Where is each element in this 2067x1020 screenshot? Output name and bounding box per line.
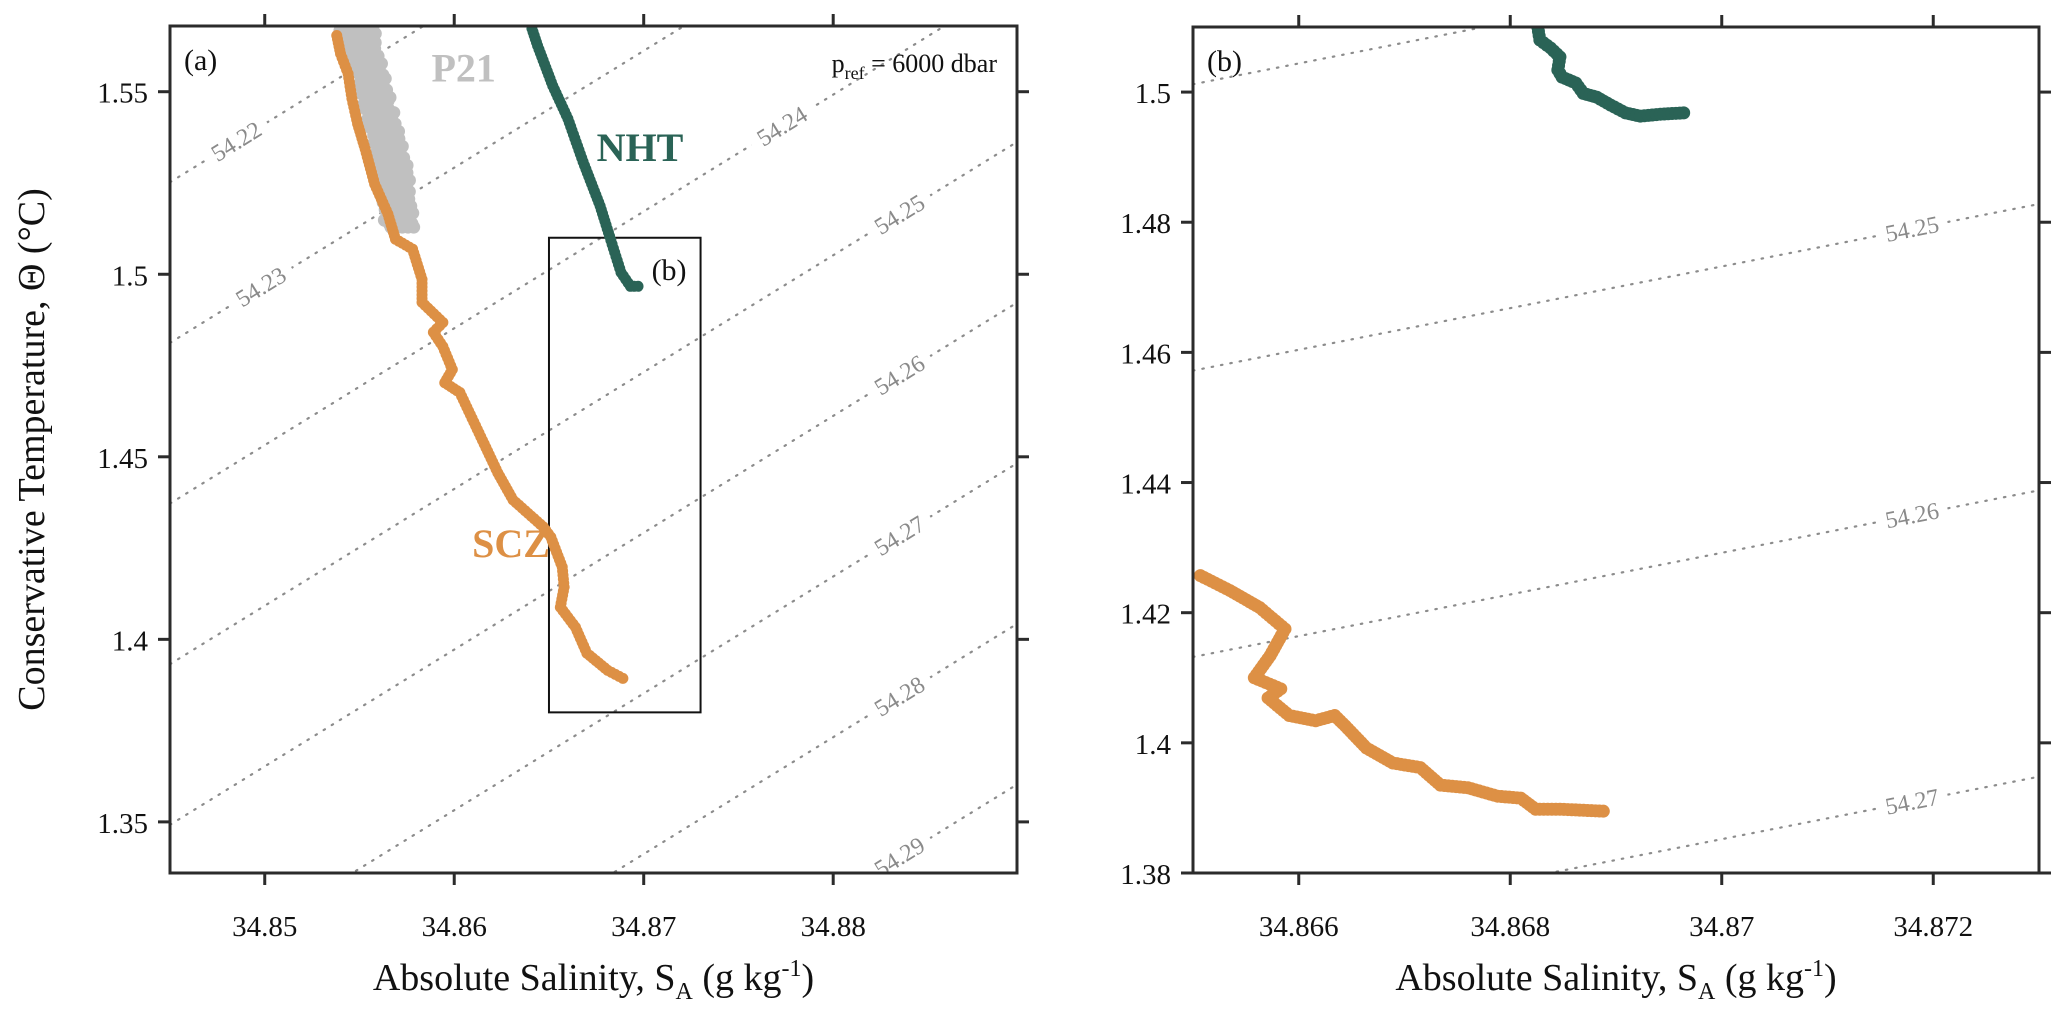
data-point — [632, 280, 644, 292]
x-tick-label: 34.87 — [1689, 911, 1754, 943]
isopycnal-label-bg — [860, 503, 938, 567]
isopycnal-line — [1193, 202, 2039, 372]
x-tick-label: 34.88 — [801, 911, 866, 943]
data-point — [1677, 106, 1691, 120]
xlabel-sub: A — [675, 979, 693, 1005]
y-tick-label: 1.42 — [1120, 599, 1171, 631]
series-label-scz: SCZ — [472, 521, 550, 566]
x-axis-label: Absolute Salinity, SA (g kg-1) — [373, 956, 814, 1005]
y-tick-label: 1.46 — [1120, 338, 1171, 370]
xlabel-end: ) — [801, 957, 814, 999]
isopycnal-label-bg — [860, 342, 938, 406]
series-label-nht: NHT — [597, 125, 684, 170]
xlabel-sup: -1 — [1804, 956, 1824, 982]
plot-background — [170, 26, 1017, 873]
xlabel-sub: A — [1698, 979, 1716, 1005]
pref-rest: = 6000 dbar — [865, 49, 998, 78]
y-tick-label: 1.48 — [1120, 208, 1171, 240]
series-label-p21: P21 — [431, 45, 495, 90]
isopycnal-label-bg — [742, 93, 821, 157]
y-tick-label: 1.38 — [1120, 859, 1171, 891]
isopycnal-label-bg — [1873, 492, 1951, 537]
xlabel-mid: (g kg — [693, 957, 782, 999]
series-nht — [1531, 27, 1691, 123]
xlabel-main: Absolute Salinity, S — [373, 957, 676, 999]
xlabel-main: Absolute Salinity, S — [1395, 957, 1698, 999]
xlabel-mid: (g kg — [1715, 957, 1804, 999]
x-tick-label: 34.866 — [1259, 911, 1339, 943]
reference-pressure-annotation: pref = 6000 dbar — [832, 49, 998, 83]
xlabel-end: ) — [1824, 957, 1837, 999]
x-tick-label: 34.87 — [611, 911, 676, 943]
inset-box — [547, 236, 702, 714]
x-tick-label: 34.868 — [1470, 911, 1550, 943]
data-point — [1596, 804, 1610, 818]
isopycnal-label-bg — [1873, 206, 1951, 250]
isopycnal-line — [1193, 27, 1490, 86]
y-tick-label: 1.44 — [1120, 469, 1171, 501]
isopycnal-label-bg — [860, 663, 938, 728]
inset-box-label: (b) — [652, 254, 687, 287]
isopycnal-label-bg — [221, 254, 299, 318]
series-scz — [1193, 569, 1610, 818]
xlabel-sup: -1 — [781, 956, 801, 982]
y-tick-label: 1.5 — [1135, 78, 1171, 110]
y-tick-label: 1.45 — [97, 443, 148, 475]
isopycnal-label-bg — [1873, 779, 1951, 823]
isopycnal-label-bg — [860, 181, 938, 246]
data-point — [617, 672, 629, 684]
y-axis-label: Conservative Temperature, Θ (°C) — [11, 188, 53, 711]
axes-frame — [1191, 25, 2041, 875]
series-scz — [331, 29, 629, 684]
y-tick-label: 1.4 — [112, 625, 149, 657]
x-axis-label: Absolute Salinity, SA (g kg-1) — [1395, 956, 1836, 1005]
axes-frame — [168, 24, 1019, 875]
y-tick-label: 1.4 — [1135, 729, 1172, 761]
x-tick-label: 34.872 — [1893, 911, 1973, 943]
isopycnal-label-bg — [197, 108, 275, 173]
data-point — [407, 220, 421, 234]
panel-label: (a) — [184, 44, 217, 77]
plot-background — [1193, 27, 2039, 873]
panel-label: (b) — [1207, 45, 1242, 78]
pref-p: p — [832, 49, 845, 78]
pref-sub: ref — [845, 63, 865, 83]
series-nht — [526, 26, 644, 292]
x-tick-label: 34.86 — [422, 911, 487, 943]
y-tick-label: 1.55 — [97, 78, 148, 110]
y-tick-label: 1.35 — [97, 808, 148, 840]
x-tick-label: 34.85 — [232, 911, 297, 943]
isopycnal-line — [1193, 489, 2039, 659]
panel-a: 54.2254.2354.2454.2554.2654.2754.2854.29… — [11, 14, 1029, 1005]
y-tick-label: 1.5 — [112, 260, 148, 292]
